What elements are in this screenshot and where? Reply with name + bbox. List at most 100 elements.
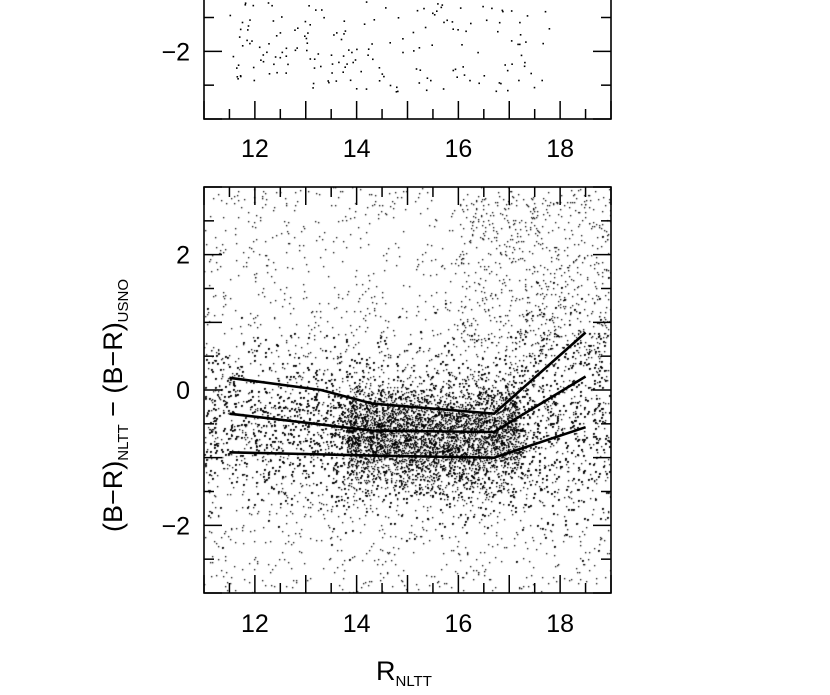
top-data-point — [418, 47, 421, 49]
top-data-point — [267, 2, 270, 4]
top-data-point — [247, 25, 250, 27]
top-data-point — [436, 10, 438, 12]
bottom-scatter-density — [204, 187, 611, 593]
top-data-point — [323, 16, 325, 19]
top-data-point — [519, 21, 521, 24]
top-data-point — [395, 91, 398, 93]
top-data-point — [328, 81, 330, 84]
top-data-point — [402, 38, 404, 40]
top-data-point — [281, 16, 283, 18]
top-plot-frame — [203, 0, 612, 120]
top-data-point — [307, 32, 309, 34]
top-data-point — [236, 67, 238, 69]
top-data-point — [271, 4, 273, 7]
top-data-point — [330, 54, 333, 56]
top-data-point — [344, 66, 346, 68]
top-data-point — [389, 42, 391, 44]
top-data-point — [425, 89, 428, 92]
top-data-point — [365, 88, 368, 90]
top-data-point — [258, 46, 261, 49]
top-data-point — [229, 14, 232, 17]
x-tick-label: 16 — [444, 610, 472, 638]
top-data-point — [526, 15, 529, 17]
top-data-point — [430, 79, 432, 82]
top-data-point — [437, 3, 439, 5]
top-data-point — [349, 79, 352, 82]
top-data-point — [523, 65, 526, 68]
top-data-point — [237, 78, 239, 80]
top-data-point — [385, 7, 387, 9]
top-data-point — [519, 43, 521, 46]
top-data-point — [517, 43, 519, 46]
top-data-point — [241, 45, 244, 47]
x-tick-label: 14 — [343, 135, 371, 163]
x-tick-label: 18 — [546, 610, 574, 638]
top-data-point — [241, 21, 244, 24]
top-data-point — [285, 55, 288, 57]
top-data-point — [443, 21, 445, 24]
top-data-point — [260, 59, 262, 61]
top-data-point — [335, 80, 338, 82]
top-data-point — [365, 1, 368, 3]
top-data-point — [483, 75, 486, 77]
top-data-point — [396, 86, 398, 89]
top-data-point — [416, 9, 419, 12]
y-tick-label: 0 — [176, 377, 190, 405]
top-data-point — [344, 30, 347, 32]
top-data-point — [507, 89, 509, 92]
top-data-point — [312, 82, 315, 85]
top-data-point — [367, 48, 370, 50]
top-data-point — [312, 87, 314, 89]
top-data-point — [340, 38, 343, 41]
top-data-point — [462, 66, 464, 68]
top-data-point — [381, 73, 384, 75]
top-data-point — [244, 4, 247, 6]
top-data-point — [504, 64, 506, 66]
top-data-point — [542, 42, 544, 45]
y-tick-label: −2 — [161, 38, 190, 66]
top-data-point — [279, 56, 282, 59]
top-data-point — [452, 28, 454, 30]
top-data-point — [268, 43, 270, 45]
bottom-y-tick-labels: −2 0 2 — [161, 242, 190, 541]
top-data-point — [520, 54, 523, 57]
top-data-point — [297, 27, 299, 29]
top-data-point — [343, 33, 345, 35]
top-data-point — [491, 7, 493, 10]
top-data-point — [327, 80, 329, 82]
top-data-point — [252, 66, 255, 69]
top-data-point — [331, 72, 333, 74]
top-data-point — [317, 53, 320, 55]
top-data-point — [249, 42, 251, 45]
top-data-point — [518, 79, 520, 82]
top-data-point — [371, 43, 373, 45]
top-data-point — [469, 79, 471, 82]
top-data-point — [367, 54, 369, 56]
top-data-point — [294, 49, 297, 52]
top-data-point — [287, 63, 289, 66]
top-data-point — [440, 6, 443, 9]
top-data-point — [530, 72, 532, 75]
top-data-point — [247, 29, 249, 31]
top-data-point — [320, 65, 322, 68]
top-data-point — [454, 68, 457, 71]
top-data-point — [442, 88, 445, 90]
top-data-point — [343, 20, 346, 22]
top-data-point — [452, 69, 455, 72]
y-tick-label: −2 — [161, 512, 190, 540]
top-data-point — [431, 44, 433, 46]
top-data-point — [510, 40, 513, 42]
y-axis-title-sub1: NLTT — [115, 424, 132, 460]
top-data-point — [249, 19, 251, 21]
fit-line-1 — [229, 331, 587, 416]
top-data-point — [281, 51, 284, 54]
top-data-point — [238, 36, 241, 38]
x-tick-label: 12 — [241, 135, 269, 163]
top-data-point — [372, 58, 374, 61]
top-data-point — [232, 55, 235, 58]
top-data-point — [309, 58, 312, 60]
top-data-point — [544, 10, 547, 13]
top-data-point — [346, 63, 348, 65]
top-data-point — [253, 79, 256, 82]
top-data-point — [338, 61, 340, 64]
